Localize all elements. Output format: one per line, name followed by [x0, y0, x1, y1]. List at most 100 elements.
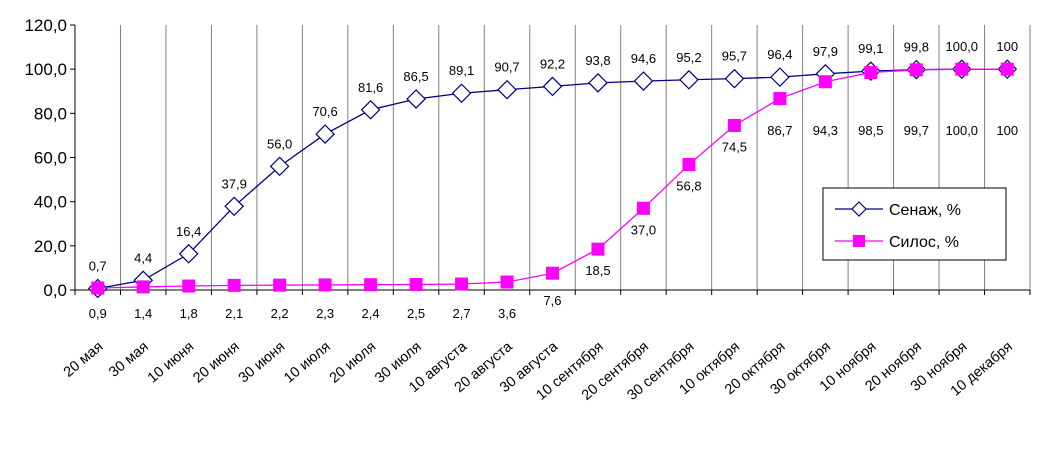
data-label: 18,5 [585, 263, 610, 278]
data-label: 100 [996, 123, 1018, 138]
data-label: 2,4 [362, 306, 380, 321]
x-tick-label: 20 мая [61, 339, 107, 381]
data-label: 2,7 [453, 306, 471, 321]
data-point [955, 62, 969, 76]
data-point [770, 67, 790, 87]
data-label: 95,7 [722, 49, 747, 64]
data-label: 96,4 [767, 47, 792, 62]
data-point [588, 73, 608, 93]
legend: Сенаж, % Силос, % [822, 187, 1007, 261]
legend-marker [851, 201, 867, 217]
data-point [360, 99, 381, 120]
x-tick-label: 10 июня [145, 339, 197, 387]
y-tick-label: 20,0 [34, 237, 67, 256]
data-point [542, 76, 563, 97]
data-label: 92,2 [540, 56, 565, 71]
data-label: 1,8 [180, 306, 198, 321]
data-label: 81,6 [358, 80, 383, 95]
data-label: 94,3 [813, 123, 838, 138]
x-tick-label: 10 июля [281, 339, 334, 387]
data-label: 86,5 [403, 69, 428, 84]
data-label: 97,9 [813, 44, 838, 59]
x-tick-label: 20 июля [327, 339, 380, 387]
data-point [455, 277, 469, 291]
data-point [451, 83, 472, 104]
data-label: 94,6 [631, 51, 656, 66]
data-point [724, 68, 745, 89]
data-label: 2,5 [407, 306, 425, 321]
data-label: 37,0 [631, 222, 656, 237]
data-label: 70,6 [312, 104, 337, 119]
data-point [1000, 62, 1014, 76]
data-label: 1,4 [134, 306, 152, 321]
data-point [178, 243, 199, 264]
data-label: 90,7 [494, 60, 519, 75]
data-label: 99,1 [858, 41, 883, 56]
data-point [182, 279, 196, 293]
data-point [818, 75, 832, 89]
data-point [318, 278, 332, 292]
legend-marker [853, 235, 865, 247]
data-label: 3,6 [498, 306, 516, 321]
legend-label: Силос, % [889, 234, 959, 251]
data-point [409, 277, 423, 291]
y-tick-label: 80,0 [34, 104, 67, 123]
data-label: 0,7 [89, 258, 107, 273]
x-tick-label: 20 июня [190, 339, 242, 387]
data-point [591, 242, 605, 256]
data-label: 7,6 [543, 293, 561, 308]
data-point [633, 71, 654, 91]
data-point [727, 118, 741, 132]
data-label: 2,2 [271, 306, 289, 321]
data-label: 4,4 [134, 250, 152, 265]
data-label: 98,5 [858, 123, 883, 138]
data-label: 99,8 [904, 40, 929, 55]
y-tick-label: 120,0 [24, 16, 67, 35]
data-label: 56,0 [267, 136, 292, 151]
data-label: 56,8 [676, 179, 701, 194]
data-label: 86,7 [767, 123, 792, 138]
legend-label: Сенаж, % [889, 202, 961, 219]
data-label: 2,1 [225, 306, 243, 321]
data-labels: 0,7 4,4 16,4 37,9 56,0 70,6 81,6 86,5 89,1 90,7 92… [89, 39, 1018, 321]
data-point [364, 278, 378, 292]
data-label: 37,9 [222, 176, 247, 191]
x-tick-label: 30 июня [236, 339, 288, 387]
data-point [136, 280, 150, 294]
data-label: 2,3 [316, 306, 334, 321]
y-tick-label: 100,0 [24, 60, 67, 79]
data-point [315, 124, 335, 144]
data-point [636, 201, 650, 215]
data-label: 100,0 [946, 39, 979, 54]
data-point [500, 275, 514, 289]
data-point [91, 281, 105, 295]
series-layer [87, 59, 1018, 299]
data-point [227, 278, 241, 292]
data-label: 100,0 [946, 123, 979, 138]
data-label: 100 [996, 39, 1018, 54]
data-point [224, 196, 245, 217]
legend-box [822, 187, 1007, 261]
y-tick-label: 60,0 [34, 149, 67, 168]
data-label: 74,5 [722, 139, 747, 154]
data-label: 0,9 [89, 306, 107, 321]
data-label: 89,1 [449, 63, 474, 78]
data-label: 99,7 [904, 123, 929, 138]
data-point [864, 65, 878, 79]
data-point [679, 69, 699, 90]
data-label: 93,8 [585, 53, 610, 68]
data-point [773, 92, 787, 106]
grid [119, 25, 1031, 290]
data-point [682, 158, 696, 172]
data-label: 95,2 [676, 50, 701, 65]
data-point [546, 266, 559, 280]
data-point [909, 63, 923, 77]
data-point [269, 156, 290, 177]
data-point [273, 278, 287, 292]
data-point [497, 79, 517, 100]
data-point [406, 89, 426, 109]
y-tick-label: 40,0 [34, 193, 67, 212]
y-tick-label: 0,0 [43, 281, 67, 300]
